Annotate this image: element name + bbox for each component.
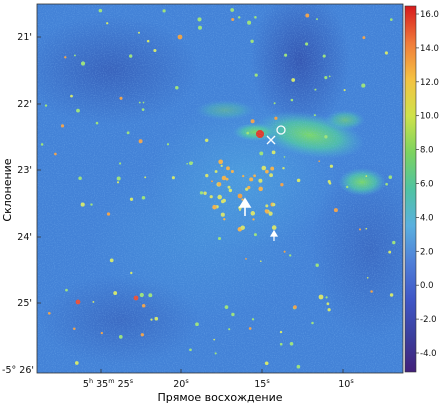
- y-tick-label: 24': [17, 232, 32, 243]
- colorbar-tick-label: 4.0: [420, 213, 434, 223]
- y-tick-label: 23': [17, 165, 32, 176]
- colorbar-tick-label: 12.0: [420, 78, 439, 88]
- x-tick-label: 10s: [338, 377, 354, 390]
- colorbar-gradient: [404, 5, 417, 373]
- colorbar-tick-label: 6.0: [420, 180, 434, 190]
- y-tick-label: 21': [17, 32, 32, 43]
- colorbar: 16.0 14.0 12.0 10.0 8.0 6.0 4.0 2.0 0.0 -2.0 -4.0: [404, 5, 439, 373]
- colorbar-tick-label: -4.0: [420, 349, 437, 359]
- colorbar-tick-label: 14.0: [420, 44, 439, 54]
- y-axis-title: Склонение: [1, 158, 14, 221]
- x-tick-label: 20s: [173, 377, 189, 390]
- sky-image: [37, 4, 403, 373]
- colorbar-tick-label: 10.0: [420, 112, 439, 122]
- x-tick-label: 15s: [254, 377, 270, 390]
- x-axis: 5h 35m 25s 20s 15s 10s: [83, 369, 354, 390]
- x-axis-title: Прямое восхождение: [157, 391, 282, 404]
- colorbar-tick-label: 16.0: [420, 10, 439, 20]
- colorbar-tick-label: 8.0: [420, 146, 434, 156]
- arrow-marker-small: [269, 229, 279, 241]
- y-tick-label: 25': [17, 298, 32, 309]
- y-tick-label: 22': [17, 99, 32, 110]
- y-tick-label: -5° 26': [2, 365, 34, 376]
- colorbar-tick-label: 2.0: [420, 247, 434, 257]
- x-tick-label: 5h 35m 25s: [83, 377, 134, 390]
- colorbar-tick-label: 0.0: [420, 281, 434, 291]
- y-axis: 21' 22' 23' 24' 25' -5° 26': [2, 32, 41, 376]
- arrow-marker-large: [238, 197, 252, 216]
- colorbar-tick-label: -2.0: [420, 315, 437, 325]
